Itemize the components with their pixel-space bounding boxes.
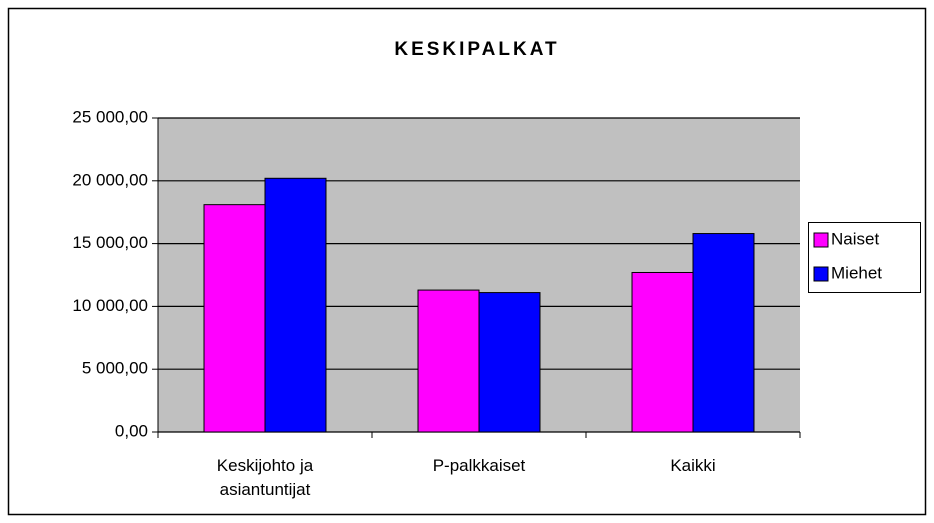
bar [631, 271, 694, 433]
legend-swatch [813, 232, 829, 248]
y-tick-label: 25 000,00 [72, 107, 148, 126]
bar [692, 233, 755, 433]
legend-label: Naiset [831, 229, 879, 248]
legend-swatch [813, 266, 829, 282]
legend-label: Miehet [831, 263, 882, 282]
x-tick-label: P-palkkaiset [432, 456, 526, 475]
x-tick-label: Kaikki [670, 456, 716, 475]
chart-title: KESKIPALKAT [394, 39, 559, 60]
bar [417, 289, 480, 433]
y-tick-label: 10 000,00 [72, 296, 148, 315]
y-tick-label: 15 000,00 [72, 233, 148, 252]
bar [264, 177, 327, 433]
bar [203, 204, 266, 433]
y-tick-label: 5 000,00 [82, 359, 148, 378]
y-tick-label: 0,00 [115, 421, 148, 440]
bar [478, 292, 541, 433]
y-tick-label: 20 000,00 [72, 170, 148, 189]
x-tick-label: Keskijohto ja asiantuntijat [216, 456, 314, 499]
